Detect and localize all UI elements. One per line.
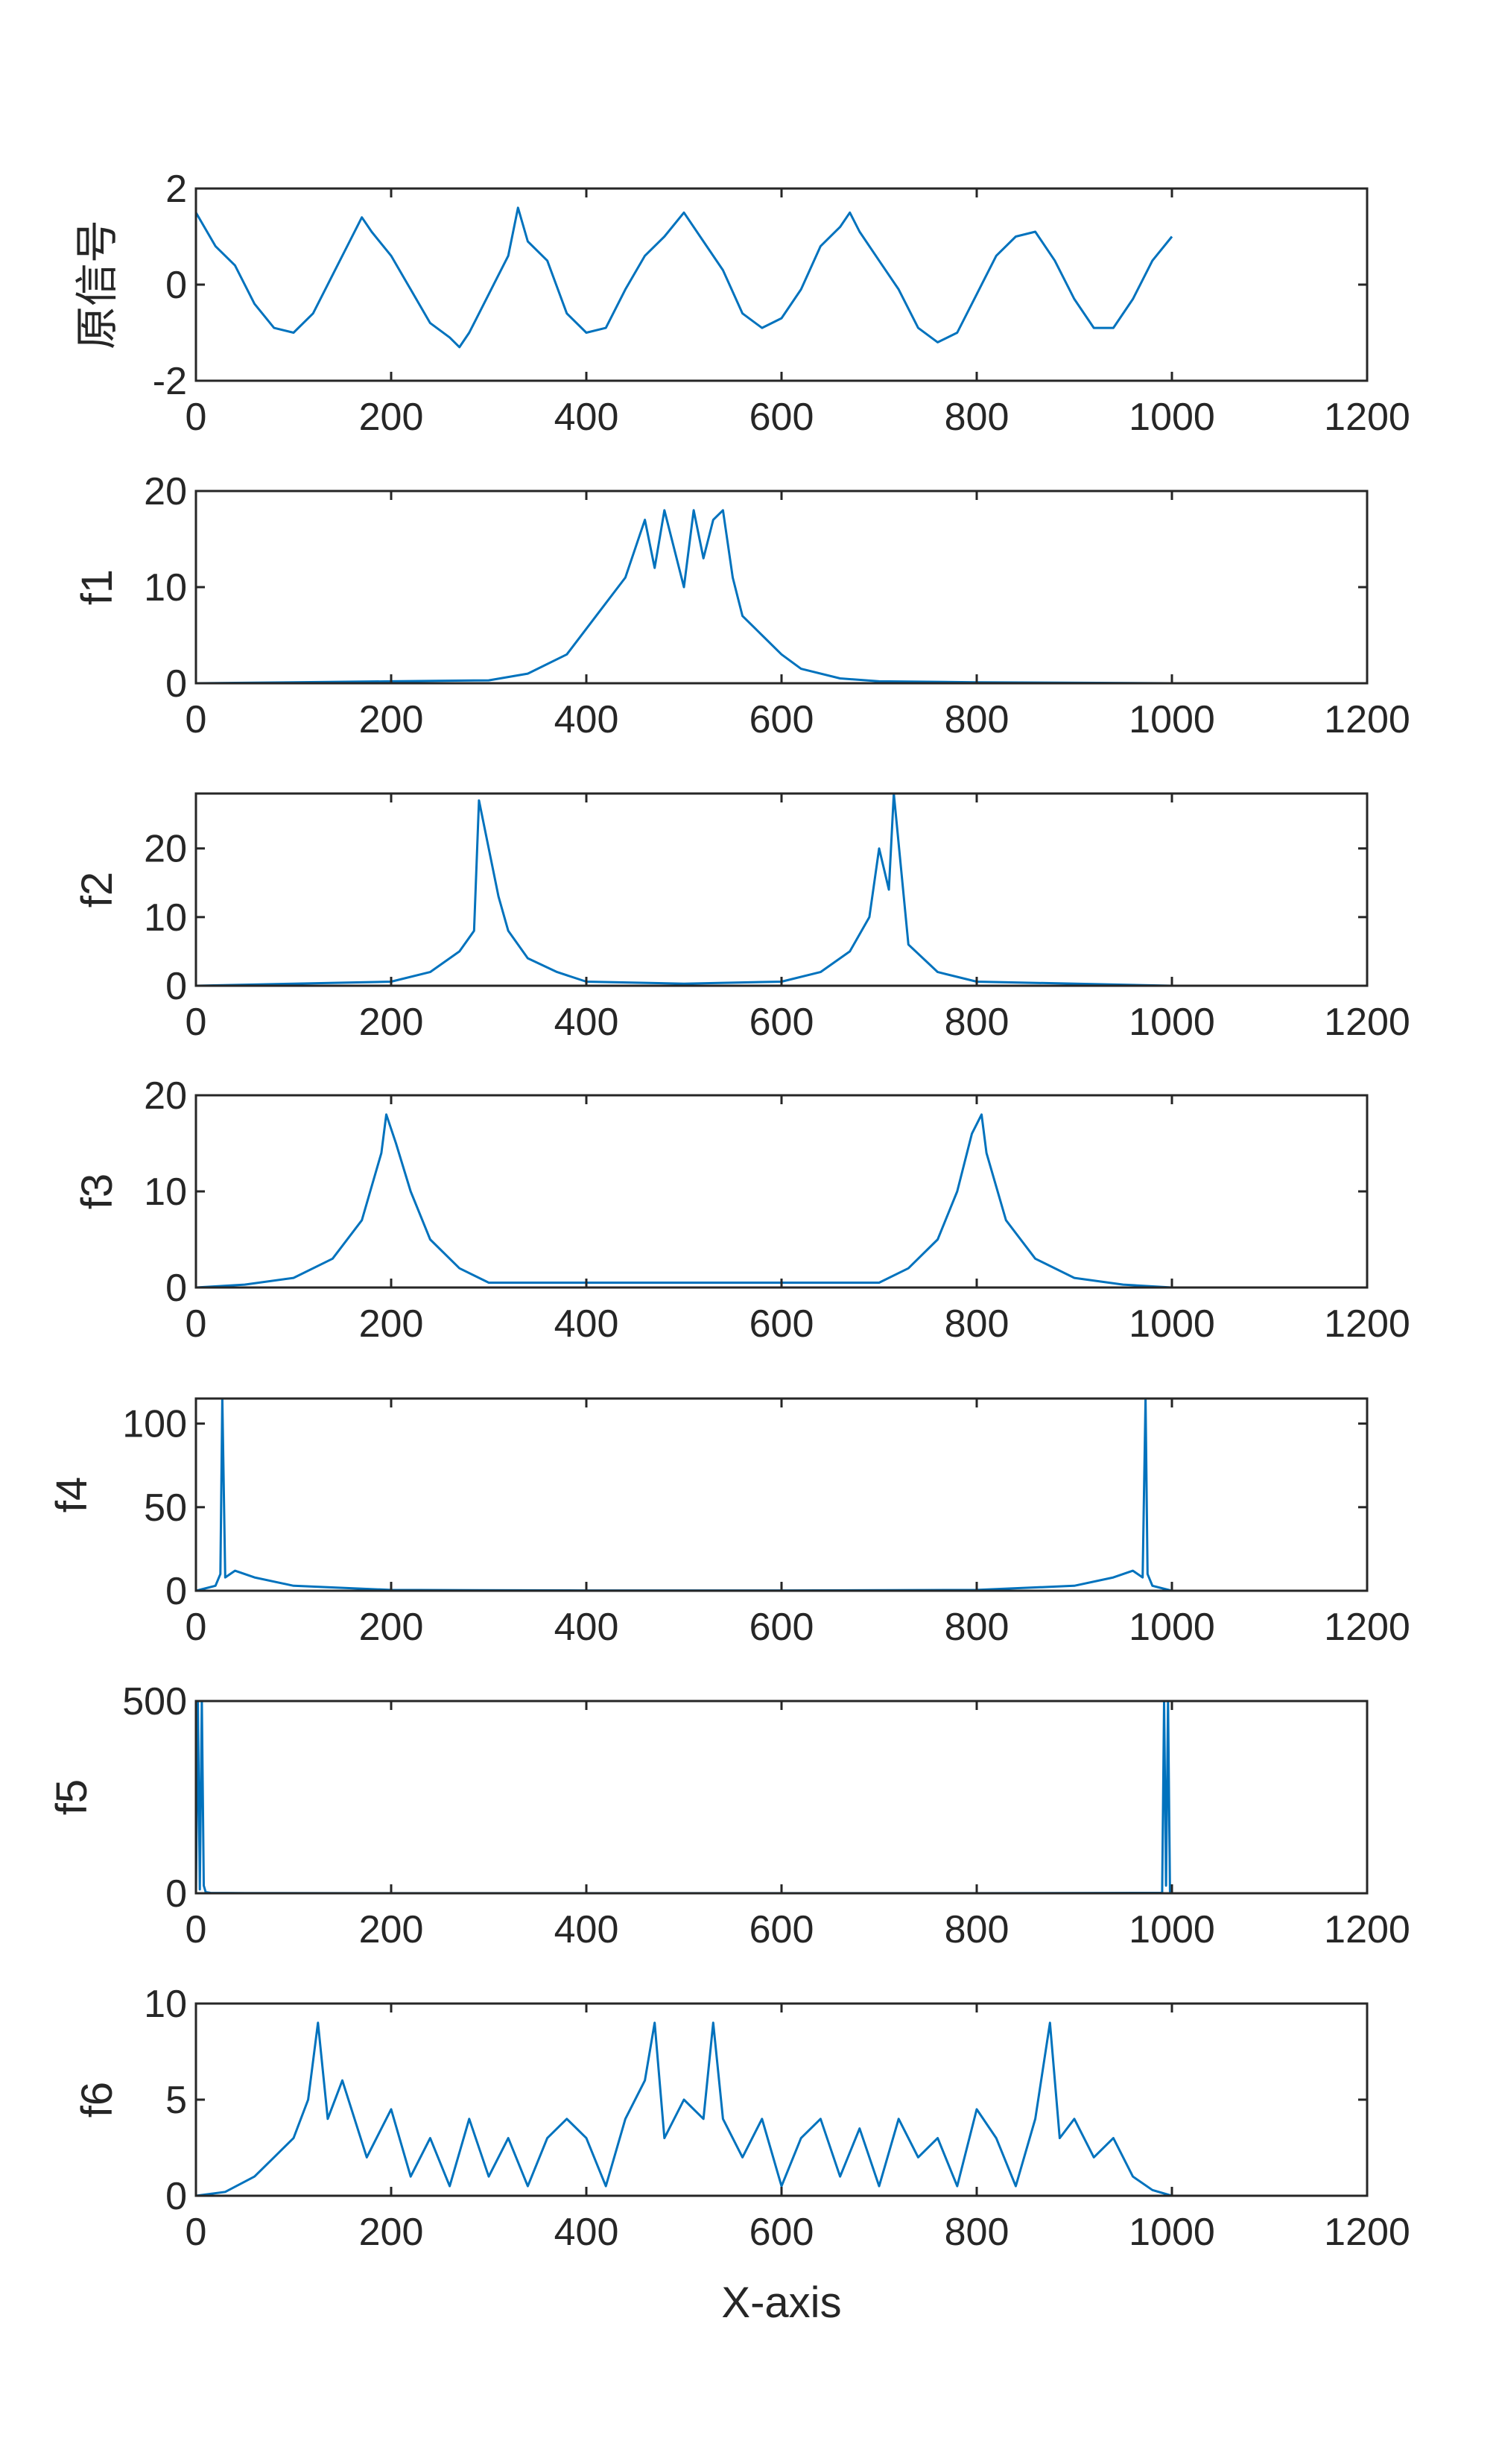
plot-frame (194, 1094, 1369, 1289)
x-tick-label: 1200 (1324, 396, 1410, 439)
subplot-6: 0 200 400 600 800 1000 1200 0 500 f5 (48, 1680, 1410, 1951)
x-tick-label: 200 (359, 1908, 424, 1951)
x-tick-label: 0 (186, 1001, 207, 1044)
x-tick-label: 200 (359, 698, 424, 741)
x-tick-label: 1200 (1324, 2211, 1410, 2254)
x-tick-label: 400 (554, 1302, 619, 1346)
x-tick-label: 0 (186, 698, 207, 741)
y-axis-label: 原信号 (72, 220, 122, 349)
y-tick-label: 20 (144, 1074, 187, 1118)
y-axis-label: f1 (73, 569, 121, 605)
y-tick-label: 10 (144, 1983, 187, 2026)
y-tick-label: 0 (165, 1872, 187, 1916)
plot-frame (194, 1700, 1369, 1895)
y-tick-label: 2 (165, 168, 187, 211)
subplot-5: 0 200 400 600 800 1000 1200 0 50 100 f4 (48, 1397, 1410, 1649)
x-tick-label: 400 (554, 1908, 619, 1951)
x-tick-label: 600 (749, 698, 814, 741)
x-tick-label: 1200 (1324, 1606, 1410, 1649)
subplot-7: 0 200 400 600 800 1000 1200 0 5 10 f6 (73, 1983, 1410, 2254)
x-tick-label: 200 (359, 1001, 424, 1044)
y-axis-label: f2 (73, 872, 121, 908)
x-tick-label: 200 (359, 2211, 424, 2254)
y-tick-label: 10 (144, 1171, 187, 1214)
y-tick-label: 0 (165, 2175, 187, 2218)
y-tick-label: 10 (144, 896, 187, 940)
x-tick-label: 400 (554, 396, 619, 439)
subplot-2: 0 200 400 600 800 1000 1200 0 10 20 f1 (73, 470, 1410, 741)
y-axis-label: f4 (48, 1477, 96, 1513)
x-tick-label: 600 (749, 2211, 814, 2254)
x-tick-label: 1000 (1129, 698, 1215, 741)
plot-frame (194, 187, 1369, 382)
y-tick-label: 0 (165, 965, 187, 1008)
x-tick-label: 800 (945, 1302, 1010, 1346)
x-tick-label: 400 (554, 1606, 619, 1649)
y-tick-label: 500 (122, 1680, 187, 1723)
x-tick-label: 0 (186, 1302, 207, 1346)
x-tick-label: 600 (749, 1908, 814, 1951)
plot-frame (194, 2002, 1369, 2197)
y-tick-label: 10 (144, 566, 187, 609)
x-tick-label: 800 (945, 1606, 1010, 1649)
x-tick-label: 1000 (1129, 396, 1215, 439)
plot-frame (194, 1397, 1369, 1592)
y-tick-label: 0 (165, 1570, 187, 1613)
series-line-2 (195, 509, 1173, 685)
x-tick-label: 1200 (1324, 1302, 1410, 1346)
x-axis-label: X-axis (721, 2278, 841, 2327)
series-line-1 (194, 206, 1173, 349)
subplot-4: 0 200 400 600 800 1000 1200 0 10 20 f3 (73, 1074, 1410, 1346)
x-tick-label: 600 (749, 1302, 814, 1346)
y-tick-label: 0 (165, 264, 187, 307)
x-tick-label: 800 (945, 698, 1010, 741)
series-line-6 (194, 1700, 1173, 1895)
x-tick-label: 400 (554, 1001, 619, 1044)
x-tick-label: 800 (945, 1908, 1010, 1951)
x-tick-label: 1000 (1129, 1606, 1215, 1649)
x-tick-label: 200 (359, 396, 424, 439)
x-tick-label: 1000 (1129, 1908, 1215, 1951)
x-tick-label: 1200 (1324, 698, 1410, 741)
x-tick-label: 1000 (1129, 1001, 1215, 1044)
y-tick-label: 50 (144, 1486, 187, 1530)
x-tick-label: 0 (186, 1908, 207, 1951)
y-axis-label: f5 (48, 1779, 96, 1815)
series-line-4 (195, 1113, 1173, 1289)
y-tick-label: 5 (165, 2079, 187, 2122)
y-tick-label: 100 (122, 1403, 187, 1446)
y-tick-label: 0 (165, 1267, 187, 1310)
x-tick-label: 0 (186, 396, 207, 439)
x-tick-label: 0 (186, 1606, 207, 1649)
y-axis-label: f6 (73, 2082, 121, 2118)
x-tick-label: 200 (359, 1302, 424, 1346)
x-tick-label: 400 (554, 2211, 619, 2254)
x-tick-label: 1000 (1129, 2211, 1215, 2254)
series-line-5 (195, 1397, 1173, 1592)
subplot-3: 0 200 400 600 800 1000 1200 0 10 20 f2 (73, 792, 1410, 1044)
x-tick-label: 600 (749, 396, 814, 439)
y-tick-label: 20 (144, 828, 187, 871)
x-tick-label: 0 (186, 2211, 207, 2254)
x-tick-label: 1000 (1129, 1302, 1215, 1346)
x-tick-label: 600 (749, 1001, 814, 1044)
x-tick-label: 800 (945, 1001, 1010, 1044)
plot-frame (194, 792, 1369, 987)
y-tick-label: 0 (165, 662, 187, 706)
x-tick-label: 200 (359, 1606, 424, 1649)
x-tick-label: 800 (945, 396, 1010, 439)
y-axis-label: f3 (73, 1174, 121, 1209)
y-tick-label: -2 (153, 360, 187, 403)
x-tick-label: 600 (749, 1606, 814, 1649)
y-tick-label: 20 (144, 470, 187, 513)
x-tick-label: 400 (554, 698, 619, 741)
series-line-7 (195, 2021, 1173, 2197)
x-tick-label: 800 (945, 2211, 1010, 2254)
x-tick-label: 1200 (1324, 1001, 1410, 1044)
series-line-3 (195, 792, 1173, 987)
x-tick-label: 1200 (1324, 1908, 1410, 1951)
